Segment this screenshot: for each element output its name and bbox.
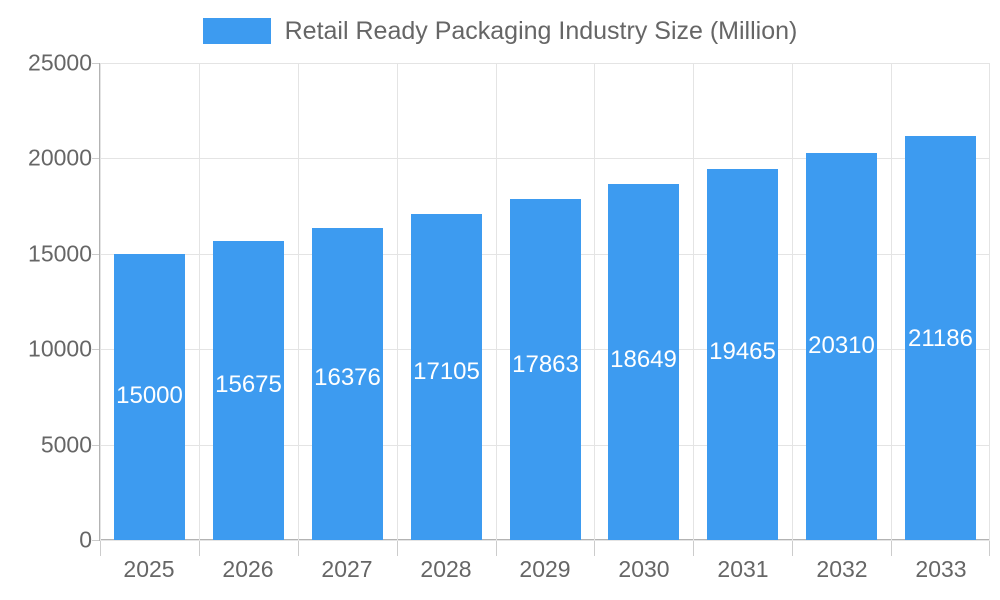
legend-label[interactable]: Retail Ready Packaging Industry Size (Mi…	[284, 16, 798, 45]
x-axis-tick-mark	[989, 541, 990, 556]
y-axis-tick-mark	[92, 158, 100, 160]
x-axis-tick-label: 2033	[915, 556, 967, 582]
bar[interactable]	[707, 168, 778, 540]
bar[interactable]	[411, 213, 482, 540]
vertical-gridline	[397, 63, 398, 540]
vertical-gridline	[891, 63, 892, 540]
x-axis-tick-mark	[298, 541, 299, 556]
x-axis-tick-mark	[100, 541, 101, 556]
y-axis-tick-label: 20000	[28, 144, 92, 171]
plot-area: 15000 15675 16376 17105 17863 18649 19465 20310…	[100, 63, 990, 541]
vertical-gridline	[298, 63, 299, 540]
horizontal-gridline	[100, 63, 990, 64]
x-axis-tick-mark	[693, 541, 694, 556]
x-axis-tick-mark	[397, 541, 398, 556]
y-axis-tick-mark	[92, 253, 100, 255]
vertical-gridline	[594, 63, 595, 540]
y-axis-tick-label: 15000	[28, 240, 92, 267]
vertical-gridline	[693, 63, 694, 540]
chart-legend[interactable]: Retail Ready Packaging Industry Size (Mi…	[0, 14, 1000, 48]
vertical-gridline	[989, 63, 990, 540]
x-axis-tick-labels: 2025 2026 2027 2028 2029 2030 2031 2032 2033	[0, 541, 1000, 600]
y-axis-tick-labels: 0 5000 10000 15000 20000 25000	[0, 0, 100, 600]
vertical-gridline	[199, 63, 200, 540]
bar[interactable]	[312, 227, 383, 540]
horizontal-gridline	[100, 158, 990, 160]
bar[interactable]	[905, 135, 976, 540]
bar[interactable]	[114, 253, 185, 540]
y-axis-tick-mark	[92, 63, 100, 64]
horizontal-gridline	[100, 540, 990, 541]
x-axis-tick-label: 2030	[618, 556, 670, 582]
y-axis-tick-label: 5000	[40, 431, 92, 458]
bar[interactable]	[608, 184, 679, 540]
y-axis-tick-mark	[92, 349, 100, 351]
x-axis-tick-label: 2029	[519, 556, 571, 582]
x-axis-tick-mark	[594, 541, 595, 556]
x-axis-tick-mark	[891, 541, 892, 556]
bar[interactable]	[510, 199, 581, 540]
x-axis-tick-mark	[199, 541, 200, 556]
x-axis-tick-label: 2028	[420, 556, 472, 582]
y-axis-tick-label: 10000	[28, 335, 92, 362]
bar[interactable]	[806, 152, 877, 540]
y-axis-tick-mark	[92, 540, 100, 541]
bar[interactable]	[213, 240, 284, 540]
x-axis-tick-label: 2027	[321, 556, 373, 582]
x-axis-tick-label: 2032	[816, 556, 868, 582]
x-axis-tick-mark	[792, 541, 793, 556]
vertical-gridline	[792, 63, 793, 540]
x-axis-tick-label: 2031	[717, 556, 769, 582]
x-axis-tick-label: 2025	[123, 556, 175, 582]
x-axis-tick-label: 2026	[222, 556, 274, 582]
y-axis-tick-label: 0	[79, 526, 92, 553]
y-axis-tick-mark	[92, 444, 100, 446]
x-axis-tick-mark	[496, 541, 497, 556]
legend-color-swatch[interactable]	[202, 18, 271, 44]
vertical-gridline	[100, 63, 101, 540]
vertical-gridline	[496, 63, 497, 540]
y-axis-tick-label: 25000	[28, 49, 92, 76]
